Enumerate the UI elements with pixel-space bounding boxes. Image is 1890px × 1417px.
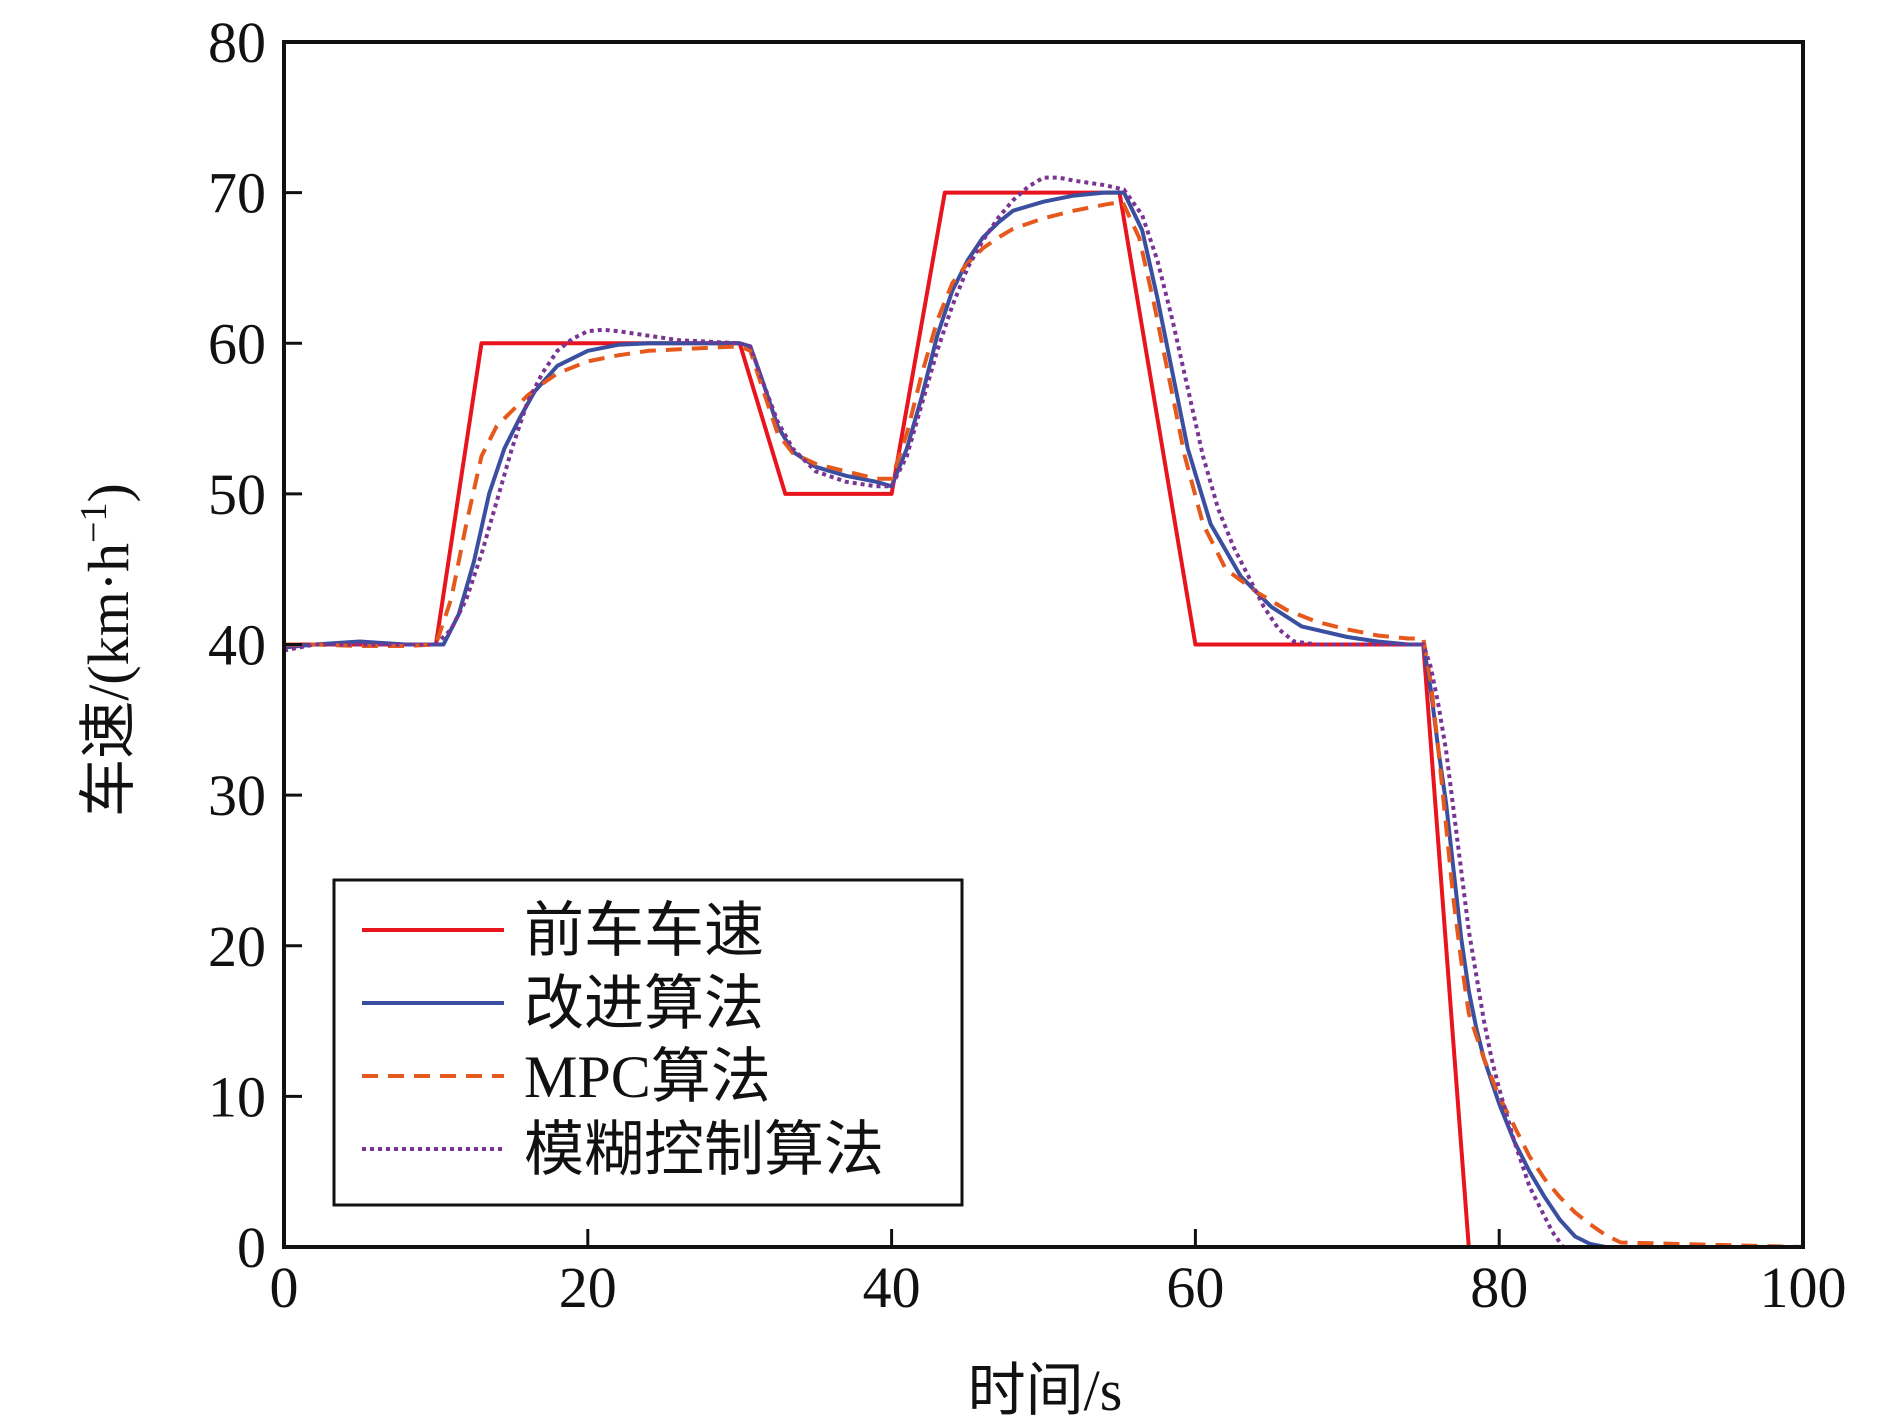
- series-line-2: [283, 190, 1803, 1249]
- y-tick-label: 50: [208, 462, 266, 527]
- legend-label-2: 改进算法: [524, 971, 764, 1037]
- series-line-4: [283, 175, 1803, 1249]
- y-tick-label: 0: [237, 1215, 266, 1280]
- y-tick-label: 30: [208, 763, 266, 828]
- y-tick-label: 70: [208, 161, 266, 226]
- y-tick-label: 80: [208, 10, 266, 75]
- ticks-layer: 0 20 40 60 80 100 0 10 20 30 40 50 60 70 80: [208, 10, 1847, 1320]
- y-tick-label: 20: [208, 914, 266, 979]
- legend-box: [332, 878, 964, 1207]
- y-tick-label: 10: [208, 1064, 266, 1129]
- y-tick-label: 60: [208, 311, 266, 376]
- legend-label-3: MPC算法: [524, 1044, 771, 1110]
- x-tick-label: 40: [863, 1255, 921, 1320]
- y-axis-label-superscript: −1: [73, 503, 115, 543]
- x-tick-label: 60: [1166, 1255, 1224, 1320]
- series-line-3: [284, 199, 1804, 1249]
- legend-label-1: 前车车速: [524, 898, 764, 964]
- x-tick-label: 80: [1470, 1255, 1528, 1320]
- y-axis-label: 车速/(km·h−1): [73, 483, 141, 817]
- y-axis-label-close: ): [76, 483, 141, 502]
- x-axis-label: 时间/s: [968, 1358, 1123, 1417]
- x-tick-label: 100: [1760, 1255, 1847, 1320]
- x-tick-label: 20: [559, 1255, 617, 1320]
- y-tick-label: 40: [208, 613, 266, 678]
- x-tick-label: 0: [270, 1255, 299, 1320]
- series-line-1: [284, 190, 1803, 1249]
- legend-label-4: 模糊控制算法: [524, 1117, 884, 1183]
- y-axis-label-main: 车速/(km·h: [76, 543, 141, 817]
- series-layer: [283, 175, 1804, 1249]
